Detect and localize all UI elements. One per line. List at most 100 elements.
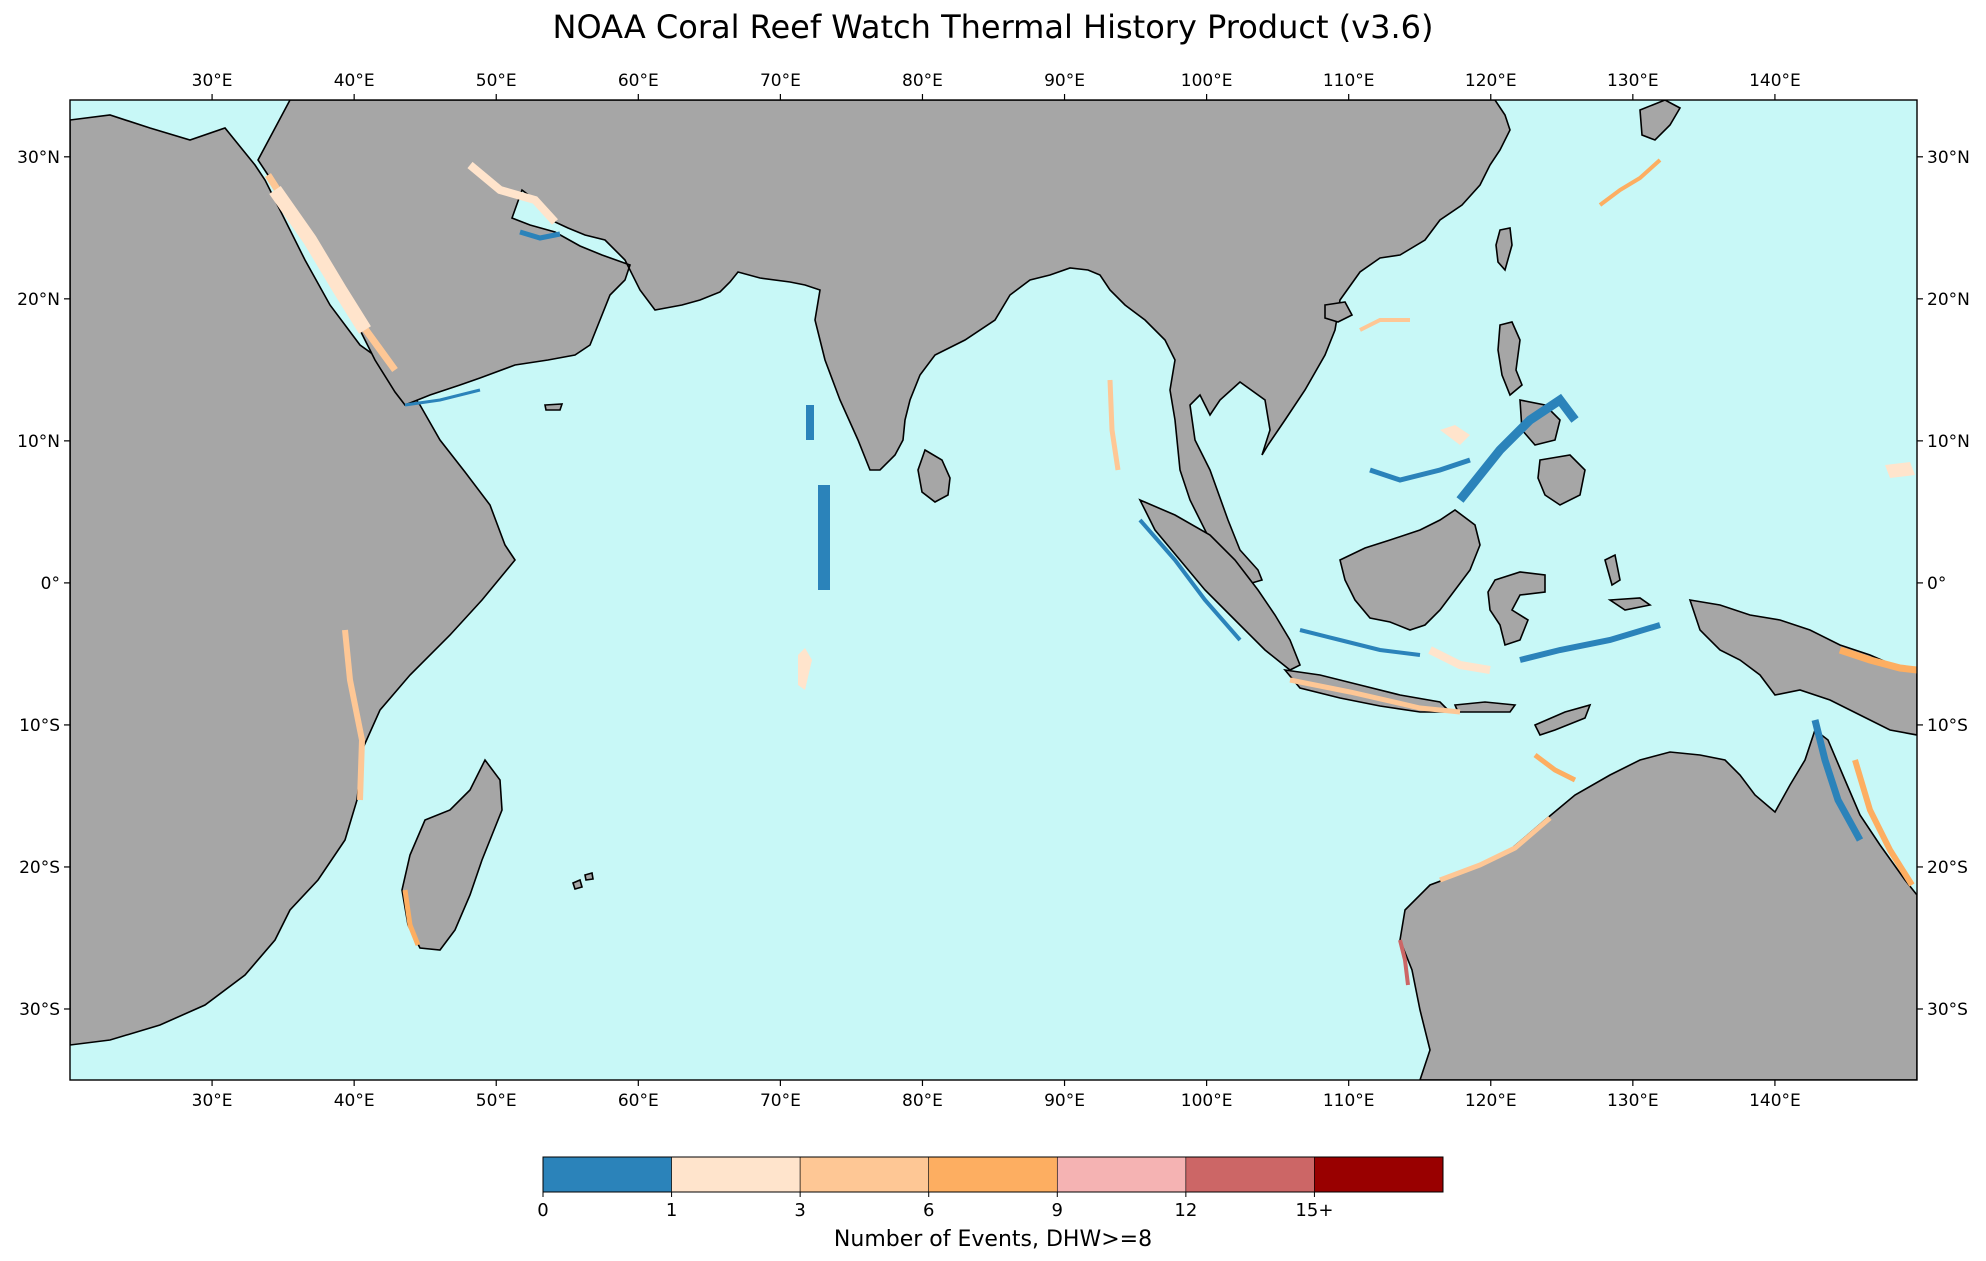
lon-label-top: 50°E [476, 71, 517, 91]
lat-label-left: 10°N [17, 432, 60, 452]
lon-label-top: 90°E [1044, 71, 1085, 91]
event-east-africa [342, 629, 366, 801]
lon-label-bottom: 110°E [1323, 1091, 1375, 1111]
lat-label-right: 30°N [1927, 148, 1970, 168]
lat-label-right: 30°S [1927, 1000, 1968, 1020]
event-java [1289, 677, 1461, 715]
lon-label-top: 70°E [760, 71, 801, 91]
event-maldives [818, 485, 830, 590]
colorbar-tick-label: 1 [666, 1200, 677, 1221]
map-plot-area [70, 100, 1917, 1080]
event-sumatra-west [1138, 518, 1242, 642]
lat-label-left: 30°S [19, 1000, 60, 1020]
land-mindanao [1537, 454, 1586, 506]
land-layer [70, 100, 1917, 1080]
map-title: NOAA Coral Reef Watch Thermal History Pr… [552, 8, 1434, 46]
lat-label-right: 20°N [1927, 290, 1970, 310]
event-red-sea-inner [269, 185, 371, 334]
lat-label-right: 10°S [1927, 716, 1968, 736]
event-scs-patch [1440, 425, 1470, 445]
lon-label-bottom: 140°E [1749, 1091, 1801, 1111]
colorbar-tick-label: 3 [794, 1200, 805, 1221]
event-madagascar [402, 889, 421, 946]
land-timor [1533, 703, 1592, 736]
lon-label-top: 40°E [334, 71, 375, 91]
lon-label-bottom: 40°E [334, 1091, 375, 1111]
colorbar-bin [1056, 1156, 1187, 1193]
land-borneo [1339, 509, 1481, 631]
lon-label-bottom: 30°E [192, 1091, 233, 1111]
lon-label-top: 120°E [1465, 71, 1517, 91]
land-australia [1399, 728, 1917, 1080]
colorbar-tick-label: 0 [537, 1200, 548, 1221]
lon-label-top: 130°E [1607, 71, 1659, 91]
event-nw-australia [1439, 816, 1552, 883]
colorbar-tick-label: 12 [1174, 1200, 1197, 1221]
event-south-china-sea [1359, 318, 1410, 332]
event-andaman [1107, 379, 1121, 471]
event-gbr-blue [1811, 719, 1864, 842]
colorbar-bin [928, 1156, 1058, 1193]
land-luzon [1497, 321, 1523, 397]
lon-label-bottom: 100°E [1181, 1091, 1233, 1111]
land-socotra [544, 403, 564, 411]
event-pacific-patch [1885, 462, 1915, 478]
colorbar-frame [542, 1156, 1444, 1193]
lon-label-top: 60°E [618, 71, 659, 91]
land-japan [1639, 100, 1682, 141]
land-madagascar [401, 758, 503, 951]
axis-ticks: 30°E 30°E 40°E 40°E 50°E 50°E 60°E 60°E 70°E 70°E… [17, 71, 1970, 1111]
land-taiwan [1495, 227, 1513, 272]
event-chagos [798, 648, 812, 690]
event-shark-bay [1398, 939, 1410, 986]
event-new-guinea [1838, 646, 1917, 674]
lon-label-top: 140°E [1749, 71, 1801, 91]
land-sumatra [1138, 498, 1302, 671]
colorbar: 0 1 3 6 9 12 15+ Number of Events, DHW>=8 [537, 1156, 1444, 1252]
land-eurasia [257, 100, 1511, 586]
colorbar-bin [799, 1156, 930, 1193]
land-sulawesi [1487, 571, 1546, 647]
lon-label-bottom: 120°E [1465, 1091, 1517, 1111]
lon-label-top: 30°E [192, 71, 233, 91]
lat-label-right: 10°N [1927, 432, 1970, 452]
land-africa [70, 114, 516, 1046]
lon-label-bottom: 50°E [476, 1091, 517, 1111]
land-new-guinea [1688, 598, 1917, 736]
event-sulu-sea [1369, 457, 1471, 483]
lon-label-bottom: 80°E [902, 1091, 943, 1111]
event-gulf-aden [404, 388, 481, 407]
event-borneo-south [1428, 646, 1491, 674]
land-reunion [584, 871, 594, 881]
event-philippines [1456, 393, 1579, 503]
lat-label-left: 20°N [17, 290, 60, 310]
colorbar-tick-label: 9 [1052, 1200, 1063, 1221]
lat-label-left: 20°S [19, 858, 60, 878]
event-persian-gulf-blue [519, 229, 561, 241]
colorbar-title: Number of Events, DHW>=8 [834, 1227, 1152, 1252]
lat-label-left: 30°N [17, 148, 60, 168]
thermal-event-layer [265, 158, 1917, 986]
colorbar-bin [671, 1156, 801, 1193]
lon-label-bottom: 130°E [1607, 1091, 1659, 1111]
event-gbr-orange [1852, 759, 1915, 887]
lat-label-left: 0° [41, 574, 60, 594]
event-banda-sea [1519, 622, 1661, 663]
colorbar-bin [1185, 1156, 1315, 1193]
event-timor-sea [1533, 753, 1577, 783]
land-sri-lanka [917, 448, 951, 503]
lon-label-top: 110°E [1323, 71, 1375, 91]
lat-label-left: 10°S [19, 716, 60, 736]
colorbar-bin [542, 1156, 672, 1193]
land-seram [1607, 597, 1652, 611]
land-hainan [1324, 301, 1354, 323]
colorbar-tick-label: 6 [923, 1200, 934, 1221]
colorbar-bin [1314, 1156, 1444, 1193]
colorbar-tick-label: 15+ [1295, 1200, 1333, 1221]
event-ryukyu [1598, 158, 1662, 207]
lon-label-bottom: 60°E [618, 1091, 659, 1111]
lon-label-bottom: 90°E [1044, 1091, 1085, 1111]
lat-label-right: 20°S [1927, 858, 1968, 878]
land-lesser-sunda [1453, 701, 1517, 713]
